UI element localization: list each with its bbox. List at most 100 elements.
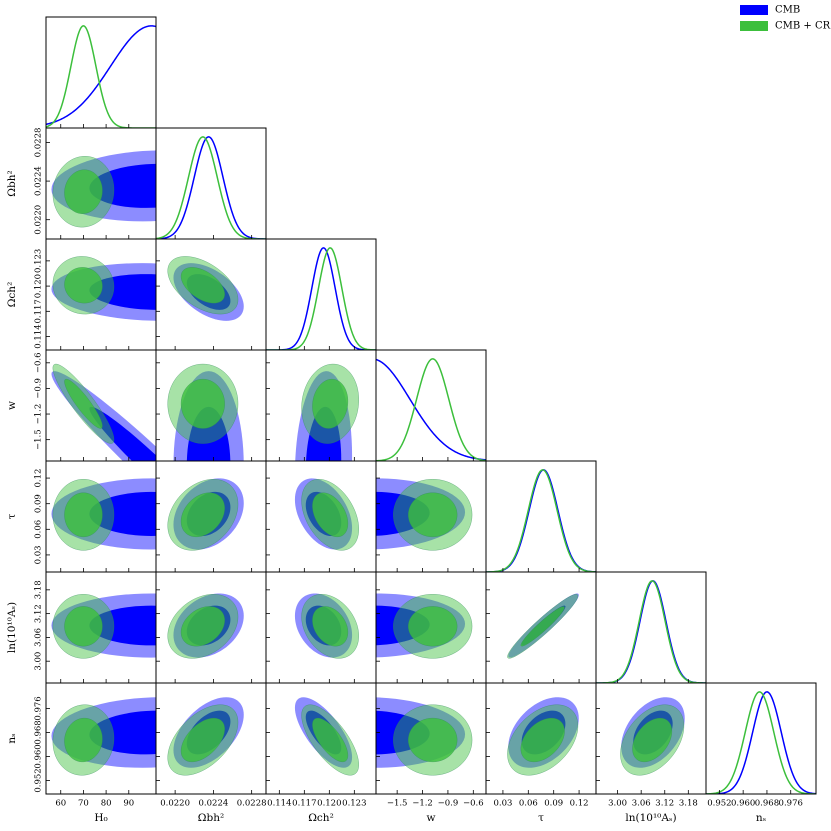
y-axis-label: Ωbh² xyxy=(6,170,18,196)
y-tick-label: 0.03 xyxy=(34,545,44,564)
y-tick-label: 0.117 xyxy=(34,299,44,323)
panel-frame xyxy=(485,460,597,573)
contour-68 xyxy=(180,717,225,763)
y-tick-label: 0.952 xyxy=(34,768,44,792)
x-tick-label: 70 xyxy=(78,799,89,809)
y-axis-label: Ωch² xyxy=(6,282,18,308)
marginal-curve xyxy=(376,358,486,461)
y-tick-label: 0.976 xyxy=(34,696,44,720)
panel xyxy=(376,697,473,776)
panel xyxy=(51,256,156,321)
contour-68 xyxy=(520,717,565,763)
x-tick-label: 0.03 xyxy=(493,799,512,809)
marginal-curve xyxy=(706,691,816,794)
y-tick-label: 0.09 xyxy=(34,494,44,513)
y-tick-label: 0.120 xyxy=(34,274,44,298)
x-tick-label: 0.12 xyxy=(570,799,589,809)
x-axis-label: nₛ xyxy=(756,812,767,824)
x-tick-label: 0.976 xyxy=(779,799,803,809)
contour-68 xyxy=(312,492,349,538)
panel xyxy=(620,697,685,776)
x-tick-label: 80 xyxy=(101,799,112,809)
panel xyxy=(376,358,486,461)
contour-68 xyxy=(312,378,349,429)
contour-68 xyxy=(312,717,349,763)
y-axis-label: nₛ xyxy=(6,733,18,744)
contour-68 xyxy=(408,717,458,763)
y-tick-label: 0.06 xyxy=(34,520,44,539)
marginal-curve xyxy=(706,691,816,794)
legend-label: CMB xyxy=(775,5,800,16)
y-tick-label: 3.00 xyxy=(34,652,44,671)
marginal-curve xyxy=(376,358,486,461)
panel xyxy=(376,593,473,659)
panel xyxy=(376,478,473,551)
marginal-curve xyxy=(156,136,266,239)
y-tick-label: −1.5 xyxy=(34,429,44,450)
x-tick-label: 0.968 xyxy=(755,799,779,809)
contour-68 xyxy=(89,163,156,208)
x-tick-label: −0.6 xyxy=(463,799,484,809)
marginal-curve xyxy=(486,469,596,572)
y-tick-label: 0.968 xyxy=(34,720,44,744)
marginal-curve xyxy=(266,247,376,350)
panel xyxy=(486,469,596,572)
panel xyxy=(294,697,360,776)
x-axis-label: Ωch² xyxy=(308,812,334,824)
panel xyxy=(51,150,156,228)
contour-68 xyxy=(180,492,225,538)
x-tick-label: 0.0220 xyxy=(160,799,190,809)
x-tick-label: 90 xyxy=(123,799,134,809)
panel xyxy=(706,691,816,794)
y-tick-label: 0.114 xyxy=(34,324,44,348)
panel xyxy=(507,593,579,659)
y-tick-label: 0.0224 xyxy=(34,166,44,196)
y-axis-label: τ xyxy=(6,513,18,519)
x-tick-label: −0.9 xyxy=(438,799,459,809)
x-tick-label: 0.123 xyxy=(342,799,366,809)
panel xyxy=(167,697,244,776)
contour-68 xyxy=(64,378,103,429)
contour-68 xyxy=(312,606,349,647)
contour-68 xyxy=(64,169,103,214)
panel xyxy=(156,136,266,239)
panel xyxy=(46,25,156,128)
y-axis-label: w xyxy=(6,401,18,410)
x-tick-label: 0.0224 xyxy=(199,799,229,809)
panel xyxy=(51,363,156,461)
y-tick-label: 0.0220 xyxy=(34,205,44,235)
panel xyxy=(507,697,579,776)
contour-68 xyxy=(89,491,156,536)
x-tick-label: 0.960 xyxy=(731,799,755,809)
marginal-curve xyxy=(596,580,706,683)
marginal-curve xyxy=(266,247,376,350)
legend-swatch xyxy=(740,5,768,15)
x-tick-label: 0.117 xyxy=(292,799,316,809)
marginal-curve xyxy=(46,25,156,128)
y-axis-label: ln(10¹⁰Aₛ) xyxy=(6,602,18,653)
contour-68 xyxy=(89,274,156,310)
panel-frame xyxy=(155,127,267,240)
contour-68 xyxy=(89,406,156,461)
y-tick-label: −0.9 xyxy=(34,378,44,399)
panel-frame xyxy=(265,238,377,351)
contour-68 xyxy=(632,717,673,763)
x-axis-label: τ xyxy=(538,812,544,824)
panel-frame xyxy=(45,16,157,129)
marginal-curve xyxy=(486,469,596,572)
x-axis-label: H₀ xyxy=(94,812,107,824)
y-tick-label: 3.12 xyxy=(34,604,44,623)
contour-68 xyxy=(64,717,103,763)
x-tick-label: 0.0228 xyxy=(237,799,267,809)
legend-label: CMB + CR xyxy=(775,21,831,32)
x-tick-label: 60 xyxy=(55,799,66,809)
y-tick-label: 0.123 xyxy=(34,249,44,273)
x-tick-label: 0.952 xyxy=(707,799,731,809)
y-tick-label: −0.6 xyxy=(34,352,44,373)
marginal-curve xyxy=(156,136,266,239)
x-tick-label: 3.00 xyxy=(608,799,627,809)
contour-68 xyxy=(180,378,225,429)
x-tick-label: −1.2 xyxy=(412,799,433,809)
